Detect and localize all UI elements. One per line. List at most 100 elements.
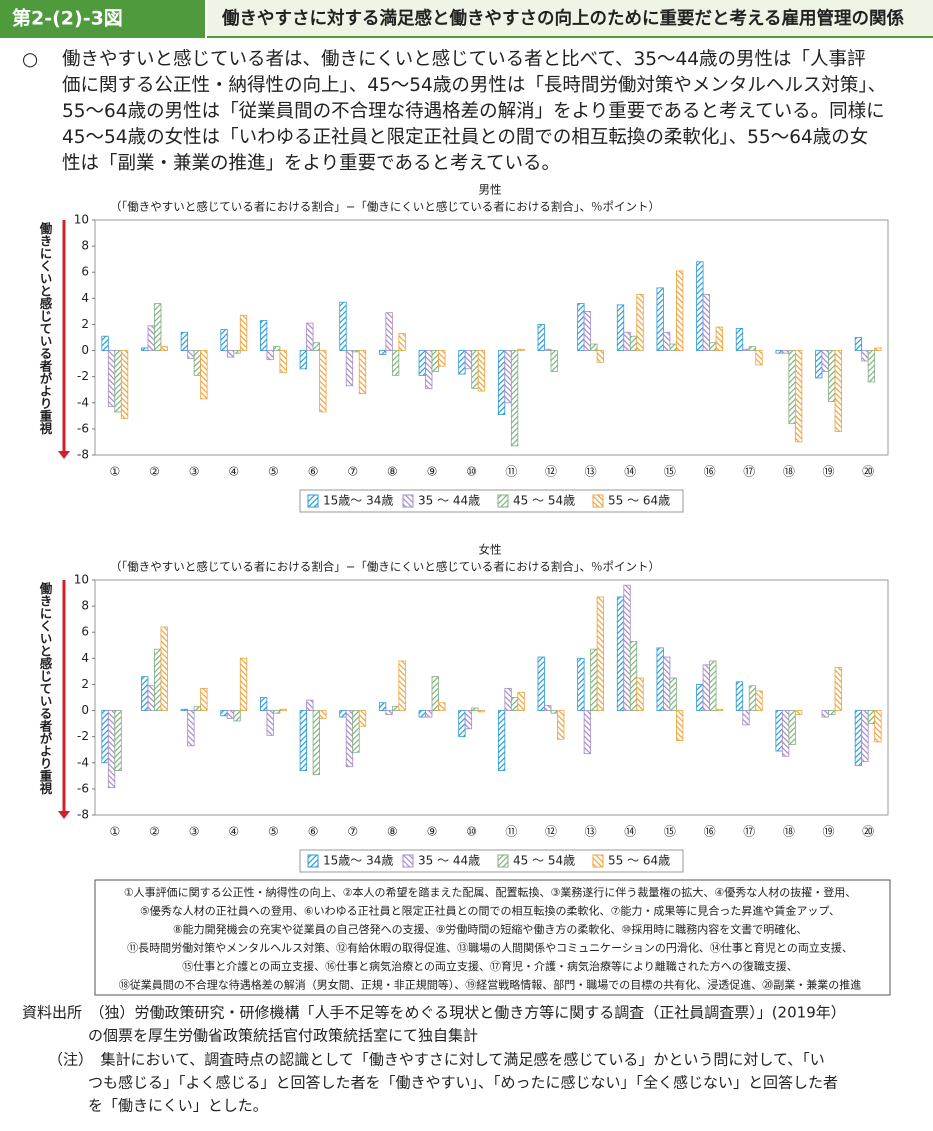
bar <box>239 657 248 711</box>
bar <box>834 350 842 432</box>
bar <box>616 304 625 351</box>
bar <box>742 348 750 351</box>
y-tick-label: 8 <box>81 599 89 613</box>
bar <box>629 335 638 351</box>
x-tick-label: ⑨ <box>427 825 438 839</box>
bar <box>233 710 241 722</box>
y-tick-label: 6 <box>81 265 89 279</box>
bar <box>577 657 585 711</box>
x-tick-label: ② <box>149 825 160 839</box>
y-axis-label: 働きにくいと感じている者がより重視 <box>38 581 53 795</box>
bar <box>458 350 466 375</box>
bar <box>497 350 506 415</box>
bar <box>755 350 763 366</box>
bar <box>709 660 717 711</box>
bar <box>781 710 790 757</box>
y-tick-label: -8 <box>77 808 89 822</box>
bar <box>193 350 202 376</box>
bar <box>616 596 625 711</box>
bar <box>537 324 545 351</box>
bar <box>306 699 314 711</box>
bar <box>590 343 598 351</box>
y-tick-label: 2 <box>81 317 89 331</box>
bar <box>748 685 757 711</box>
x-tick-label: ④ <box>228 465 239 479</box>
x-tick-label: ⑧ <box>387 825 398 839</box>
bar <box>669 343 677 351</box>
summary-line: 45～54歳の女性は「いわゆる正社員と限定正社員との間での相互転換の柔軟化」、5… <box>62 127 868 148</box>
x-tick-label: ⑪ <box>505 465 517 479</box>
x-tick-label: ④ <box>228 825 239 839</box>
bar <box>141 347 149 351</box>
bar <box>596 350 605 363</box>
bar <box>431 350 439 372</box>
bar <box>629 640 638 711</box>
bar <box>557 710 565 740</box>
legend-box <box>299 489 684 513</box>
bar <box>656 647 664 711</box>
x-tick-label: ① <box>109 825 120 839</box>
x-tick-label: ⑭ <box>624 465 636 479</box>
bar <box>696 684 704 711</box>
bar <box>114 350 122 413</box>
bar <box>345 710 354 768</box>
bar <box>874 710 882 743</box>
bar <box>180 331 189 351</box>
legend-box <box>299 849 684 873</box>
bar <box>504 350 512 404</box>
bar <box>319 710 327 719</box>
x-tick-label: ⑩ <box>466 825 477 839</box>
bar <box>623 331 631 351</box>
bar <box>200 350 208 400</box>
source-line: の個票を厚生労働省政策統括官付政策統括室にて独自集計 <box>88 1027 478 1045</box>
legend-swatch <box>402 854 414 868</box>
y-tick-label: 2 <box>81 677 89 691</box>
bar <box>425 350 433 389</box>
x-tick-label: ⑬ <box>585 465 597 479</box>
bar <box>544 704 552 711</box>
y-tick-label: 8 <box>81 239 89 253</box>
bar <box>226 710 235 719</box>
bar <box>471 707 479 711</box>
x-tick-label: ⑰ <box>743 465 755 479</box>
legend-label: 45 ～ 54歳 <box>513 854 575 868</box>
bar <box>748 346 757 351</box>
y-tick-label: -4 <box>77 755 89 769</box>
legend-swatch <box>307 854 319 868</box>
legend-label: 35 ～ 44歳 <box>418 494 480 508</box>
x-tick-label: ⑤ <box>268 825 279 839</box>
bar <box>544 348 552 351</box>
bar <box>815 350 823 379</box>
bar <box>279 350 287 374</box>
bar <box>220 329 228 351</box>
bar <box>477 710 486 713</box>
x-tick-label: ⑮ <box>664 465 676 479</box>
bar <box>345 350 354 387</box>
note-line: を「働きにくい」とした。 <box>88 1097 268 1115</box>
chart-title: 男性 <box>479 183 502 197</box>
legend-label: 15歳～ 34歳 <box>323 854 393 868</box>
y-tick-label: -6 <box>77 421 89 435</box>
legend-swatch <box>592 854 604 868</box>
source-line: 資料出所 （独）労働政策研究・研修機構「人手不足等をめぐる現状と働き方等に関する… <box>22 1004 846 1022</box>
bar <box>260 697 268 711</box>
bar <box>193 706 202 711</box>
bar <box>200 687 208 711</box>
x-tick-label: ⑱ <box>783 465 795 479</box>
x-tick-label: ⑰ <box>743 825 755 839</box>
bar <box>709 342 717 351</box>
y-tick-label: 4 <box>81 651 89 665</box>
bar <box>147 325 155 351</box>
bar <box>358 350 367 395</box>
x-tick-label: ⑤ <box>268 465 279 479</box>
x-tick-label: ⑧ <box>387 465 398 479</box>
bar <box>279 708 287 711</box>
x-tick-label: ⑱ <box>783 825 795 839</box>
bar <box>418 350 426 376</box>
x-tick-label: ⑥ <box>308 825 319 839</box>
bar <box>854 710 863 766</box>
bar <box>583 710 592 755</box>
bar <box>464 350 473 370</box>
